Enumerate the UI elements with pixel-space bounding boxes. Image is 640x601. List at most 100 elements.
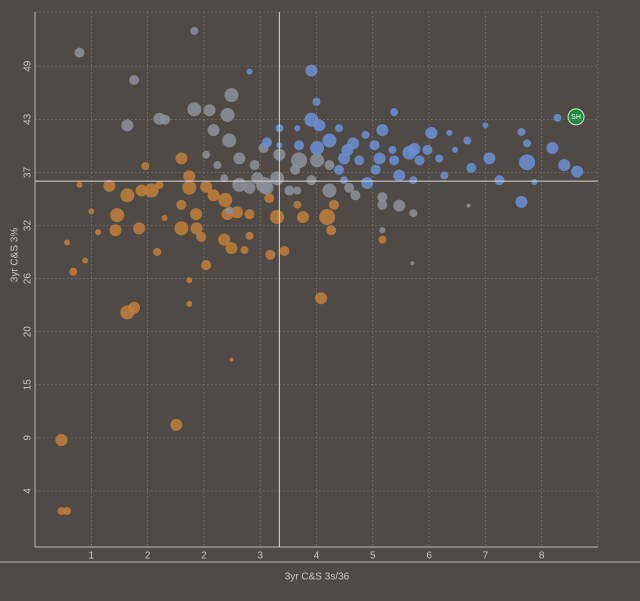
point — [141, 161, 150, 170]
point — [293, 186, 302, 195]
point — [322, 183, 337, 198]
y-tick-label: 37 — [23, 166, 34, 178]
point — [186, 277, 193, 284]
point — [76, 181, 83, 188]
point — [340, 176, 349, 185]
point — [270, 171, 285, 186]
point — [63, 507, 72, 516]
point — [175, 152, 188, 165]
point — [296, 211, 309, 224]
point — [109, 224, 122, 237]
point — [270, 210, 285, 225]
point — [334, 164, 345, 175]
point — [246, 68, 253, 75]
point — [64, 239, 71, 246]
point — [187, 102, 202, 117]
y-tick-label: 4 — [23, 488, 34, 494]
point — [74, 47, 85, 58]
point — [231, 206, 244, 219]
point — [200, 180, 213, 193]
point — [558, 159, 571, 172]
point — [121, 119, 134, 132]
point — [440, 171, 449, 180]
point — [176, 199, 187, 210]
point — [293, 200, 302, 209]
point — [243, 181, 256, 194]
point — [361, 130, 370, 139]
point — [155, 180, 164, 189]
y-axis-title: 3yr C&S 3% — [10, 228, 21, 283]
x-tick-label: 3 — [257, 551, 263, 562]
point — [494, 175, 505, 186]
point — [57, 507, 66, 516]
point — [422, 144, 433, 155]
point — [190, 222, 203, 235]
point — [160, 114, 171, 125]
point — [207, 124, 220, 137]
point — [446, 129, 453, 136]
point — [393, 169, 406, 182]
point — [213, 161, 222, 170]
point — [324, 160, 335, 171]
point — [319, 209, 336, 226]
y-tick-label: 43 — [23, 113, 34, 125]
point — [218, 193, 233, 208]
point — [183, 170, 196, 183]
point — [222, 133, 237, 148]
point — [517, 127, 526, 136]
point — [55, 433, 68, 446]
point — [229, 357, 234, 362]
point — [190, 26, 199, 35]
point — [425, 126, 438, 139]
highlight-label: SH — [571, 114, 581, 121]
point — [186, 300, 193, 307]
point — [240, 246, 249, 255]
point — [313, 119, 326, 132]
point — [182, 180, 197, 195]
point — [153, 247, 162, 256]
point — [310, 153, 325, 168]
x-tick-label: 2 — [145, 551, 151, 562]
point — [82, 257, 89, 264]
point — [466, 162, 477, 173]
point — [225, 242, 238, 255]
point — [370, 164, 381, 175]
point — [129, 75, 140, 86]
point — [305, 64, 318, 77]
point — [414, 155, 425, 166]
point — [435, 154, 444, 163]
x-tick-label: 8 — [539, 551, 545, 562]
point — [377, 192, 388, 203]
point — [354, 155, 365, 166]
x-tick-label: 6 — [426, 551, 432, 562]
point — [373, 152, 386, 165]
point — [261, 137, 272, 148]
point — [170, 418, 183, 431]
point — [483, 152, 496, 165]
point — [315, 292, 328, 305]
point — [335, 124, 344, 133]
point — [133, 222, 146, 235]
point — [202, 150, 211, 159]
point — [225, 206, 234, 215]
point — [120, 188, 135, 203]
highlight-point — [567, 108, 585, 126]
x-tick-label: 5 — [370, 551, 376, 562]
point — [350, 190, 361, 201]
point — [201, 260, 212, 271]
point — [218, 233, 231, 246]
point — [379, 227, 386, 234]
y-tick-label: 9 — [23, 435, 34, 441]
point — [390, 108, 399, 117]
point — [553, 113, 562, 122]
point — [264, 193, 275, 204]
point — [220, 174, 229, 183]
point — [190, 208, 203, 221]
point — [69, 267, 78, 276]
point — [393, 199, 406, 212]
point — [128, 301, 141, 314]
point — [515, 195, 528, 208]
point — [328, 199, 339, 210]
point — [410, 261, 415, 266]
x-tick-label: 7 — [483, 551, 489, 562]
